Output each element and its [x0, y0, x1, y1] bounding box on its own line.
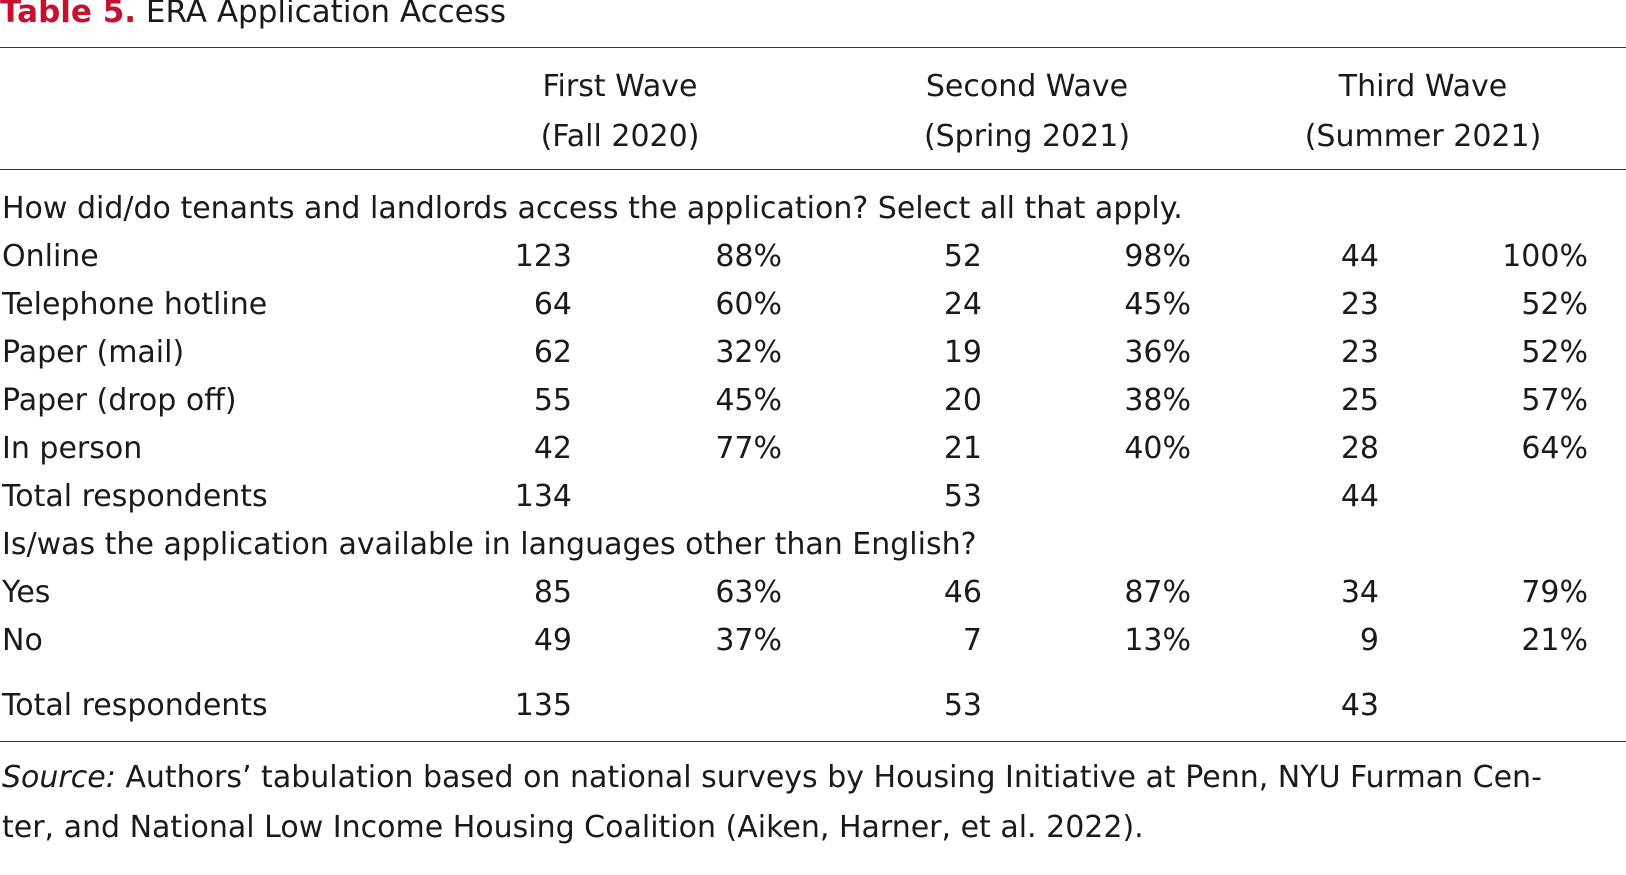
cell: 21: [943, 431, 982, 466]
cell: 53: [943, 688, 982, 723]
cell: 63%: [715, 575, 782, 610]
column-header-first-wave: First Wave (Fall 2020): [455, 62, 785, 162]
column-header-line: (Spring 2021): [923, 119, 1131, 154]
table-row: Telephone hotline 64 60% 24 45% 23 52%: [0, 280, 1626, 330]
table-title: Table 5. ERA Application Access: [0, 0, 506, 32]
bottom-rule: [0, 741, 1626, 742]
cell: 52: [943, 239, 982, 274]
cell: 49: [533, 623, 572, 658]
source-line-2: ter, and National Low Income Housing Coa…: [2, 810, 1144, 845]
row-label: No: [2, 623, 43, 658]
table-row: Total respondents 135 53 43: [0, 681, 1626, 731]
cell: 37%: [715, 623, 782, 658]
cell: 24: [943, 287, 982, 322]
cell: 64%: [1521, 431, 1588, 466]
cell: 43: [1340, 688, 1379, 723]
cell: 57%: [1521, 383, 1588, 418]
cell: 64: [533, 287, 572, 322]
table-caption: ERA Application Access: [145, 0, 507, 30]
source-label: Source:: [2, 760, 116, 795]
cell: 98%: [1124, 239, 1191, 274]
cell: 77%: [715, 431, 782, 466]
cell: 87%: [1124, 575, 1191, 610]
row-label: Paper (drop off): [2, 383, 237, 418]
row-label: Total respondents: [2, 688, 268, 723]
cell: 36%: [1124, 335, 1191, 370]
section-question: Is/was the application available in lang…: [0, 520, 1626, 570]
cell: 45%: [1124, 287, 1191, 322]
row-label: Telephone hotline: [2, 287, 268, 322]
cell: 100%: [1502, 239, 1588, 274]
cell: 34: [1340, 575, 1379, 610]
cell: 20: [943, 383, 982, 418]
column-header-third-wave: Third Wave (Summer 2021): [1258, 62, 1588, 162]
cell: 44: [1340, 239, 1379, 274]
cell: 135: [514, 688, 572, 723]
cell: 42: [533, 431, 572, 466]
cell: 7: [962, 623, 982, 658]
source-note: Source: Authors’ tabulation based on nat…: [2, 753, 1622, 853]
cell: 13%: [1124, 623, 1191, 658]
question-text: Is/was the application available in lang…: [2, 527, 977, 562]
table-row: Online 123 88% 52 98% 44 100%: [0, 232, 1626, 282]
row-label: Total respondents: [2, 479, 268, 514]
cell: 85: [533, 575, 572, 610]
row-label: In person: [2, 431, 143, 466]
cell: 123: [514, 239, 572, 274]
cell: 19: [943, 335, 982, 370]
table-row: No 49 37% 7 13% 9 21%: [0, 616, 1626, 666]
row-label: Yes: [2, 575, 51, 610]
cell: 53: [943, 479, 982, 514]
cell: 45%: [715, 383, 782, 418]
column-header-line: (Fall 2020): [540, 119, 700, 154]
cell: 88%: [715, 239, 782, 274]
top-rule: [0, 47, 1626, 48]
cell: 52%: [1521, 335, 1588, 370]
cell: 32%: [715, 335, 782, 370]
column-header-second-wave: Second Wave (Spring 2021): [862, 62, 1192, 162]
cell: 40%: [1124, 431, 1191, 466]
cell: 21%: [1521, 623, 1588, 658]
table-row: Yes 85 63% 46 87% 34 79%: [0, 568, 1626, 618]
row-label: Online: [2, 239, 99, 274]
table-row: Total respondents 134 53 44: [0, 472, 1626, 522]
table-row: Paper (mail) 62 32% 19 36% 23 52%: [0, 328, 1626, 378]
cell: 60%: [715, 287, 782, 322]
header-rule: [0, 169, 1626, 170]
cell: 134: [514, 479, 572, 514]
cell: 62: [533, 335, 572, 370]
cell: 38%: [1124, 383, 1191, 418]
cell: 28: [1340, 431, 1379, 466]
column-header-line: (Summer 2021): [1304, 119, 1542, 154]
table-row: In person 42 77% 21 40% 28 64%: [0, 424, 1626, 474]
cell: 55: [533, 383, 572, 418]
cell: 23: [1340, 287, 1379, 322]
cell: 44: [1340, 479, 1379, 514]
cell: 52%: [1521, 287, 1588, 322]
question-text: How did/do tenants and landlords access …: [2, 191, 1183, 226]
source-text: Authors’ tabulation based on national su…: [115, 760, 1542, 795]
source-line-1: Source: Authors’ tabulation based on nat…: [2, 753, 1622, 803]
table-row: Paper (drop off) 55 45% 20 38% 25 57%: [0, 376, 1626, 426]
column-header-line: Second Wave: [925, 69, 1129, 104]
column-header-line: Third Wave: [1338, 69, 1508, 104]
section-question: How did/do tenants and landlords access …: [0, 184, 1626, 234]
cell: 23: [1340, 335, 1379, 370]
table-number: Table 5.: [0, 0, 137, 30]
cell: 79%: [1521, 575, 1588, 610]
row-label: Paper (mail): [2, 335, 185, 370]
cell: 25: [1340, 383, 1379, 418]
cell: 46: [943, 575, 982, 610]
cell: 9: [1359, 623, 1379, 658]
column-header-line: First Wave: [542, 69, 698, 104]
